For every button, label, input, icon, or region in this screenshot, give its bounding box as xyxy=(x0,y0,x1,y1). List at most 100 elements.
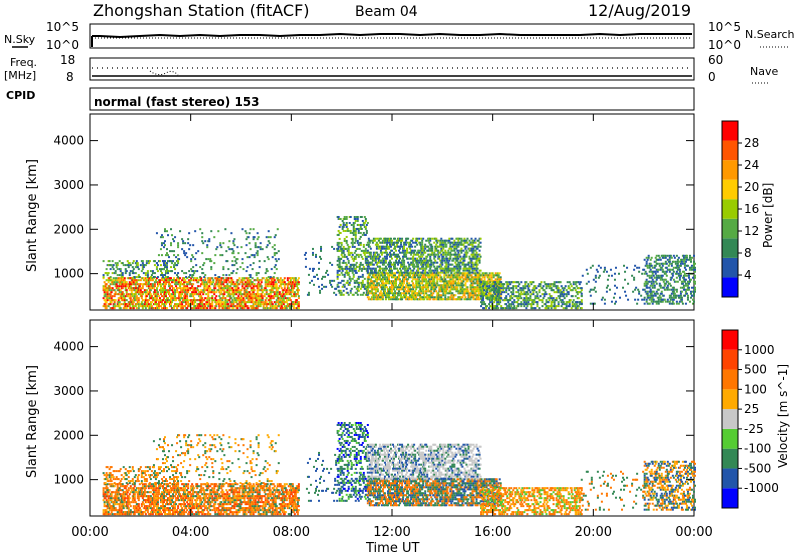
range-cell xyxy=(438,245,441,248)
range-cell xyxy=(134,285,137,288)
range-cell xyxy=(471,257,474,260)
range-cell xyxy=(341,255,344,258)
range-cell xyxy=(367,261,370,264)
range-cell xyxy=(202,299,205,302)
range-cell xyxy=(218,283,221,286)
range-cell xyxy=(502,307,505,310)
range-cell xyxy=(166,266,169,269)
range-cell xyxy=(494,278,497,281)
range-cell xyxy=(189,289,192,292)
range-cell xyxy=(249,228,252,231)
nave-label: Nave xyxy=(750,65,778,78)
range-cell xyxy=(163,293,166,296)
range-cell xyxy=(162,307,165,310)
range-cell xyxy=(160,272,163,275)
range-cell xyxy=(440,288,443,291)
range-cell xyxy=(103,299,106,302)
range-cell xyxy=(470,286,473,289)
range-cell xyxy=(186,283,189,286)
range-cell xyxy=(453,267,456,270)
range-cell xyxy=(164,272,167,275)
range-cell xyxy=(130,301,133,304)
range-cell xyxy=(393,241,396,244)
range-cell xyxy=(171,279,174,282)
range-cell xyxy=(463,241,466,244)
range-cell xyxy=(103,281,106,284)
range-cell xyxy=(495,283,498,286)
range-cell xyxy=(345,291,348,294)
range-cell xyxy=(128,301,131,304)
range-cell xyxy=(449,251,452,254)
range-cell xyxy=(395,284,398,287)
range-cell xyxy=(456,263,459,266)
range-cell xyxy=(228,281,231,284)
range-cell xyxy=(392,253,394,256)
range-cell xyxy=(351,257,354,260)
range-cell xyxy=(418,292,421,295)
range-cell xyxy=(115,277,118,280)
range-cell xyxy=(372,276,375,279)
range-cell xyxy=(459,276,462,279)
range-cell xyxy=(507,299,510,302)
range-cell xyxy=(396,298,399,301)
range-cell xyxy=(193,305,196,308)
range-cell xyxy=(129,299,132,302)
range-cell xyxy=(254,297,257,300)
range-cell xyxy=(131,281,134,284)
range-cell xyxy=(381,261,384,264)
range-cell xyxy=(430,245,433,248)
range-cell xyxy=(124,283,127,286)
range-cell xyxy=(142,264,145,267)
range-cell xyxy=(172,287,175,290)
range-cell xyxy=(109,264,112,267)
range-cell xyxy=(443,284,446,287)
range-cell xyxy=(235,291,238,294)
range-cell xyxy=(129,307,132,310)
range-cell xyxy=(371,294,374,297)
range-cell xyxy=(360,267,363,270)
range-cell xyxy=(390,274,393,277)
range-cell xyxy=(444,251,447,254)
range-cell xyxy=(402,257,405,260)
range-cell xyxy=(281,301,284,304)
range-cell xyxy=(201,240,204,243)
range-cell xyxy=(532,291,535,294)
range-cell xyxy=(456,269,459,272)
range-cell xyxy=(374,284,377,287)
range-cell xyxy=(344,229,347,232)
range-cell xyxy=(247,281,250,284)
range-cell xyxy=(484,272,487,275)
range-cell xyxy=(424,296,427,299)
range-cell xyxy=(271,285,274,288)
range-cell xyxy=(218,277,221,280)
range-cell xyxy=(507,307,510,310)
range-cell xyxy=(232,240,235,243)
range-cell xyxy=(348,253,351,256)
range-cell xyxy=(374,255,377,258)
range-cell xyxy=(356,247,359,250)
range-cell xyxy=(283,281,286,284)
range-cell xyxy=(393,284,396,287)
range-cell xyxy=(427,286,430,289)
range-cell xyxy=(451,245,454,248)
range-cell xyxy=(450,274,453,277)
range-cell xyxy=(261,295,264,298)
range-cell xyxy=(395,255,398,258)
range-cell xyxy=(429,267,432,270)
range-cell xyxy=(163,303,166,306)
range-cell xyxy=(394,255,397,258)
range-cell xyxy=(371,274,374,277)
range-cell xyxy=(401,251,404,254)
range-cell xyxy=(496,272,499,275)
range-cell xyxy=(445,288,448,291)
range-cell xyxy=(449,278,452,281)
range-cell xyxy=(140,277,143,280)
range-cell xyxy=(164,301,167,304)
range-cell xyxy=(278,301,281,304)
range-cell xyxy=(404,269,407,272)
range-cell xyxy=(155,305,158,308)
range-cell xyxy=(108,297,111,300)
range-cell xyxy=(378,241,381,244)
range-cell xyxy=(339,293,342,296)
range-cell xyxy=(259,246,262,249)
